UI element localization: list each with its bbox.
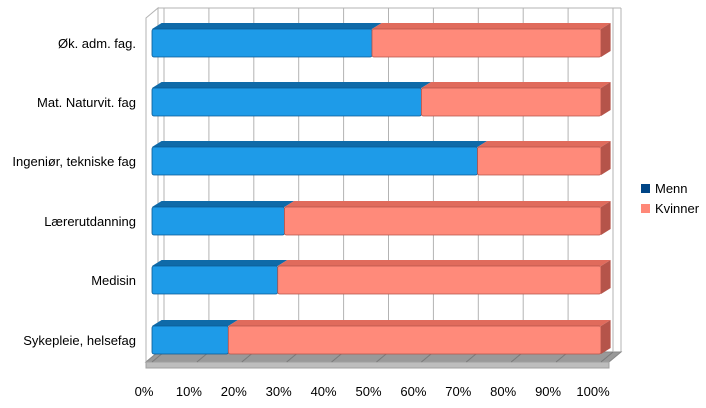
- legend: Menn Kvinner: [641, 181, 700, 216]
- bar-kvinner-0-top: [372, 23, 611, 29]
- bar-menn-5: [151, 325, 229, 355]
- x-tick-label-2: 20%: [221, 384, 247, 399]
- legend-swatch-menn: [641, 184, 650, 193]
- category-label-5: Sykepleie, helsefag: [23, 333, 136, 348]
- bar-menn-0: [151, 28, 373, 58]
- bar-kvinner-4-side: [601, 260, 611, 294]
- bar-group-5: [151, 320, 611, 355]
- category-label-1: Mat. Naturvit. fag: [37, 95, 136, 110]
- bar-kvinner-1-top: [421, 82, 611, 88]
- bar-kvinner-0: [371, 28, 602, 58]
- bar-group-3: [151, 201, 611, 236]
- bar-kvinner-2-side: [601, 141, 611, 175]
- bar-kvinner-4: [277, 265, 602, 295]
- bar-kvinner-2: [477, 146, 602, 176]
- x-tick-label-1: 10%: [176, 384, 202, 399]
- bar-menn-1: [151, 87, 422, 117]
- chart-floor: [144, 351, 623, 369]
- x-tick-label-9: 90%: [535, 384, 561, 399]
- gridlines: [151, 8, 614, 363]
- bar-menn-4-top: [152, 260, 288, 266]
- bar-menn-2: [151, 146, 478, 176]
- x-tick-label-5: 50%: [355, 384, 381, 399]
- bar-menn-3: [151, 206, 285, 236]
- bar-kvinner-5: [227, 325, 602, 355]
- x-tick-label-8: 80%: [490, 384, 516, 399]
- bar-group-1: [151, 82, 611, 117]
- bar-menn-3-top: [152, 201, 295, 207]
- bar-menn-4: [151, 265, 279, 295]
- bar-menn-1-top: [152, 82, 431, 88]
- x-tick-label-10: 100%: [576, 384, 610, 399]
- bar-menn-5-top: [152, 320, 238, 326]
- bar-kvinner-1-side: [601, 82, 611, 116]
- legend-label-kvinner: Kvinner: [655, 201, 700, 216]
- bar-kvinner-3: [284, 206, 602, 236]
- bar-menn-2-top: [152, 141, 488, 147]
- x-tick-label-7: 70%: [445, 384, 471, 399]
- x-tick-label-0: 0%: [135, 384, 154, 399]
- bar-menn-0-top: [152, 23, 382, 29]
- legend-label-menn: Menn: [655, 181, 688, 196]
- bar-kvinner-1: [420, 87, 602, 117]
- category-label-2: Ingeniør, tekniske fag: [12, 154, 136, 169]
- bar-kvinner-0-side: [601, 23, 611, 57]
- bar-kvinner-4-top: [277, 260, 611, 266]
- bars: [151, 23, 611, 355]
- floor-tick-10: [600, 351, 614, 363]
- bar-group-4: [151, 260, 611, 295]
- bar-kvinner-5-top: [228, 320, 611, 326]
- x-tick-label-4: 40%: [311, 384, 337, 399]
- x-tick-label-3: 30%: [266, 384, 292, 399]
- bar-group-0: [151, 23, 611, 58]
- category-label-0: Øk. adm. fag.: [58, 36, 136, 51]
- category-label-4: Medisin: [91, 273, 136, 288]
- category-label-3: Lærerutdanning: [44, 214, 136, 229]
- bar-kvinner-3-side: [601, 201, 611, 235]
- bar-group-2: [151, 141, 611, 176]
- bar-kvinner-5-side: [601, 320, 611, 354]
- x-tick-label-6: 60%: [400, 384, 426, 399]
- x-tick-labels: 0% 10% 20% 30% 40% 50% 60% 70% 80% 90% 100%: [135, 384, 610, 399]
- bar-kvinner-3-top: [284, 201, 611, 207]
- floor-front: [145, 361, 610, 369]
- left-wall: [145, 6, 159, 364]
- bar-kvinner-2-top: [477, 141, 611, 147]
- category-labels: Øk. adm. fag. Mat. Naturvit. fag Ingeniør,…: [12, 36, 136, 348]
- legend-swatch-kvinner: [641, 204, 650, 213]
- chart-walls: [145, 6, 622, 364]
